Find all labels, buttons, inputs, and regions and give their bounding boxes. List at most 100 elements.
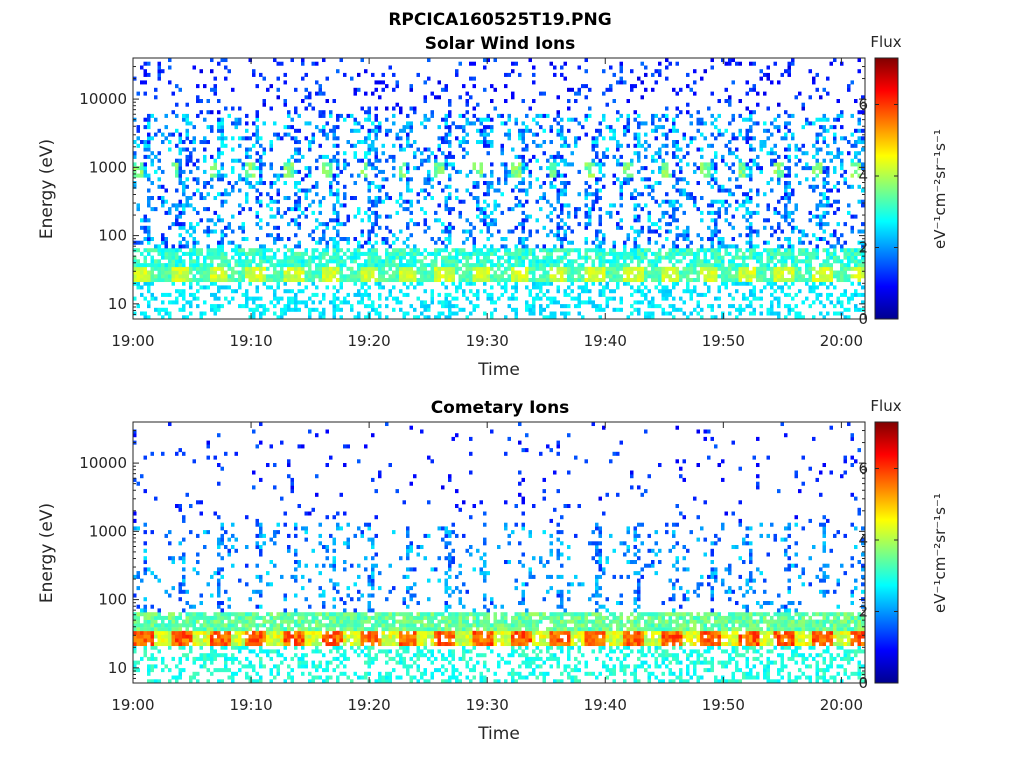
heatmap-cell xyxy=(413,110,417,115)
heatmap-cell xyxy=(717,128,721,133)
heatmap-cell xyxy=(220,128,224,133)
heatmap-cell xyxy=(668,251,672,256)
heatmap-cell xyxy=(570,266,574,271)
heatmap-cell xyxy=(472,166,476,171)
heatmap-cell xyxy=(749,214,753,219)
heatmap-cell xyxy=(521,255,525,260)
heatmap-cell xyxy=(458,266,462,271)
heatmap-cell xyxy=(686,72,690,77)
heatmap-cell xyxy=(612,173,616,178)
heatmap-cell xyxy=(469,263,473,268)
heatmap-cell xyxy=(791,113,795,118)
heatmap-cell xyxy=(133,311,137,316)
heatmap-cell xyxy=(794,95,798,100)
heatmap-cell xyxy=(294,292,298,297)
heatmap-cell xyxy=(392,72,396,77)
heatmap-cell xyxy=(462,248,466,253)
heatmap-cell xyxy=(815,162,819,167)
heatmap-cell xyxy=(675,307,679,312)
heatmap-cell xyxy=(745,162,749,167)
heatmap-cell xyxy=(553,300,557,305)
heatmap-cell xyxy=(518,251,522,256)
heatmap-cell xyxy=(231,274,235,279)
heatmap-cell xyxy=(805,117,809,122)
heatmap-cell xyxy=(378,285,382,290)
heatmap-cell xyxy=(833,304,837,309)
heatmap-cell xyxy=(339,266,343,271)
heatmap-cell xyxy=(560,259,564,264)
heatmap-cell xyxy=(315,274,319,279)
heatmap-cell xyxy=(325,285,329,290)
heatmap-cell xyxy=(665,162,669,167)
heatmap-cell xyxy=(266,255,270,260)
heatmap-cell xyxy=(770,121,774,126)
heatmap-cell xyxy=(577,304,581,309)
heatmap-cell xyxy=(364,278,368,283)
heatmap-cell xyxy=(745,91,749,96)
heatmap-cell xyxy=(577,169,581,174)
heatmap-cell xyxy=(157,72,161,77)
heatmap-cell xyxy=(140,274,144,279)
heatmap-cell xyxy=(490,84,494,89)
heatmap-cell xyxy=(381,169,385,174)
heatmap-cell xyxy=(703,292,707,297)
heatmap-cell xyxy=(546,304,550,309)
heatmap-cell xyxy=(605,285,609,290)
heatmap-cell xyxy=(504,132,508,137)
heatmap-cell xyxy=(248,162,252,167)
heatmap-cell xyxy=(542,270,546,275)
heatmap-cell xyxy=(826,311,830,316)
heatmap-cell xyxy=(514,278,518,283)
heatmap-cell xyxy=(731,132,735,137)
heatmap-cell xyxy=(626,162,630,167)
heatmap-cell xyxy=(406,259,410,264)
heatmap-cell xyxy=(654,80,658,85)
heatmap-cell xyxy=(815,207,819,212)
heatmap-cell xyxy=(815,285,819,290)
heatmap-cell xyxy=(311,106,315,111)
heatmap-cell xyxy=(549,166,553,171)
heatmap-cell xyxy=(206,263,210,268)
heatmap-cell xyxy=(357,255,361,260)
heatmap-cell xyxy=(486,292,490,297)
heatmap-cell xyxy=(514,173,518,178)
heatmap-cell xyxy=(245,296,249,301)
heatmap-cell xyxy=(784,251,788,256)
heatmap-cell xyxy=(717,255,721,260)
heatmap-cell xyxy=(371,140,375,145)
heatmap-cell xyxy=(770,233,774,238)
heatmap-cell xyxy=(374,255,378,260)
heatmap-cell xyxy=(616,140,620,145)
heatmap-cell xyxy=(276,225,280,230)
heatmap-cell xyxy=(339,300,343,305)
heatmap-cell xyxy=(448,263,452,268)
heatmap-cell xyxy=(147,285,151,290)
heatmap-cell xyxy=(259,173,263,178)
heatmap-cell xyxy=(448,278,452,283)
heatmap-cell xyxy=(700,270,704,275)
heatmap-cell xyxy=(133,184,137,189)
heatmap-cell xyxy=(290,207,294,212)
heatmap-cell xyxy=(332,158,336,163)
heatmap-cell xyxy=(318,263,322,268)
heatmap-cell xyxy=(427,192,431,197)
heatmap-cell xyxy=(563,136,567,141)
heatmap-cell xyxy=(647,214,651,219)
heatmap-cell xyxy=(766,218,770,223)
heatmap-cell xyxy=(234,125,238,130)
heatmap-cell xyxy=(262,281,266,286)
heatmap-cell xyxy=(595,151,599,156)
heatmap-cell xyxy=(752,87,756,92)
heatmap-cell xyxy=(616,222,620,227)
heatmap-cell xyxy=(175,166,179,171)
heatmap-cell xyxy=(413,278,417,283)
heatmap-cell xyxy=(444,266,448,271)
heatmap-cell xyxy=(381,263,385,268)
heatmap-cell xyxy=(290,117,294,122)
heatmap-cell xyxy=(619,188,623,193)
heatmap-cell xyxy=(322,233,326,238)
heatmap-cell xyxy=(353,128,357,133)
heatmap-cell xyxy=(374,106,378,111)
heatmap-cell xyxy=(539,207,543,212)
heatmap-cell xyxy=(210,218,214,223)
